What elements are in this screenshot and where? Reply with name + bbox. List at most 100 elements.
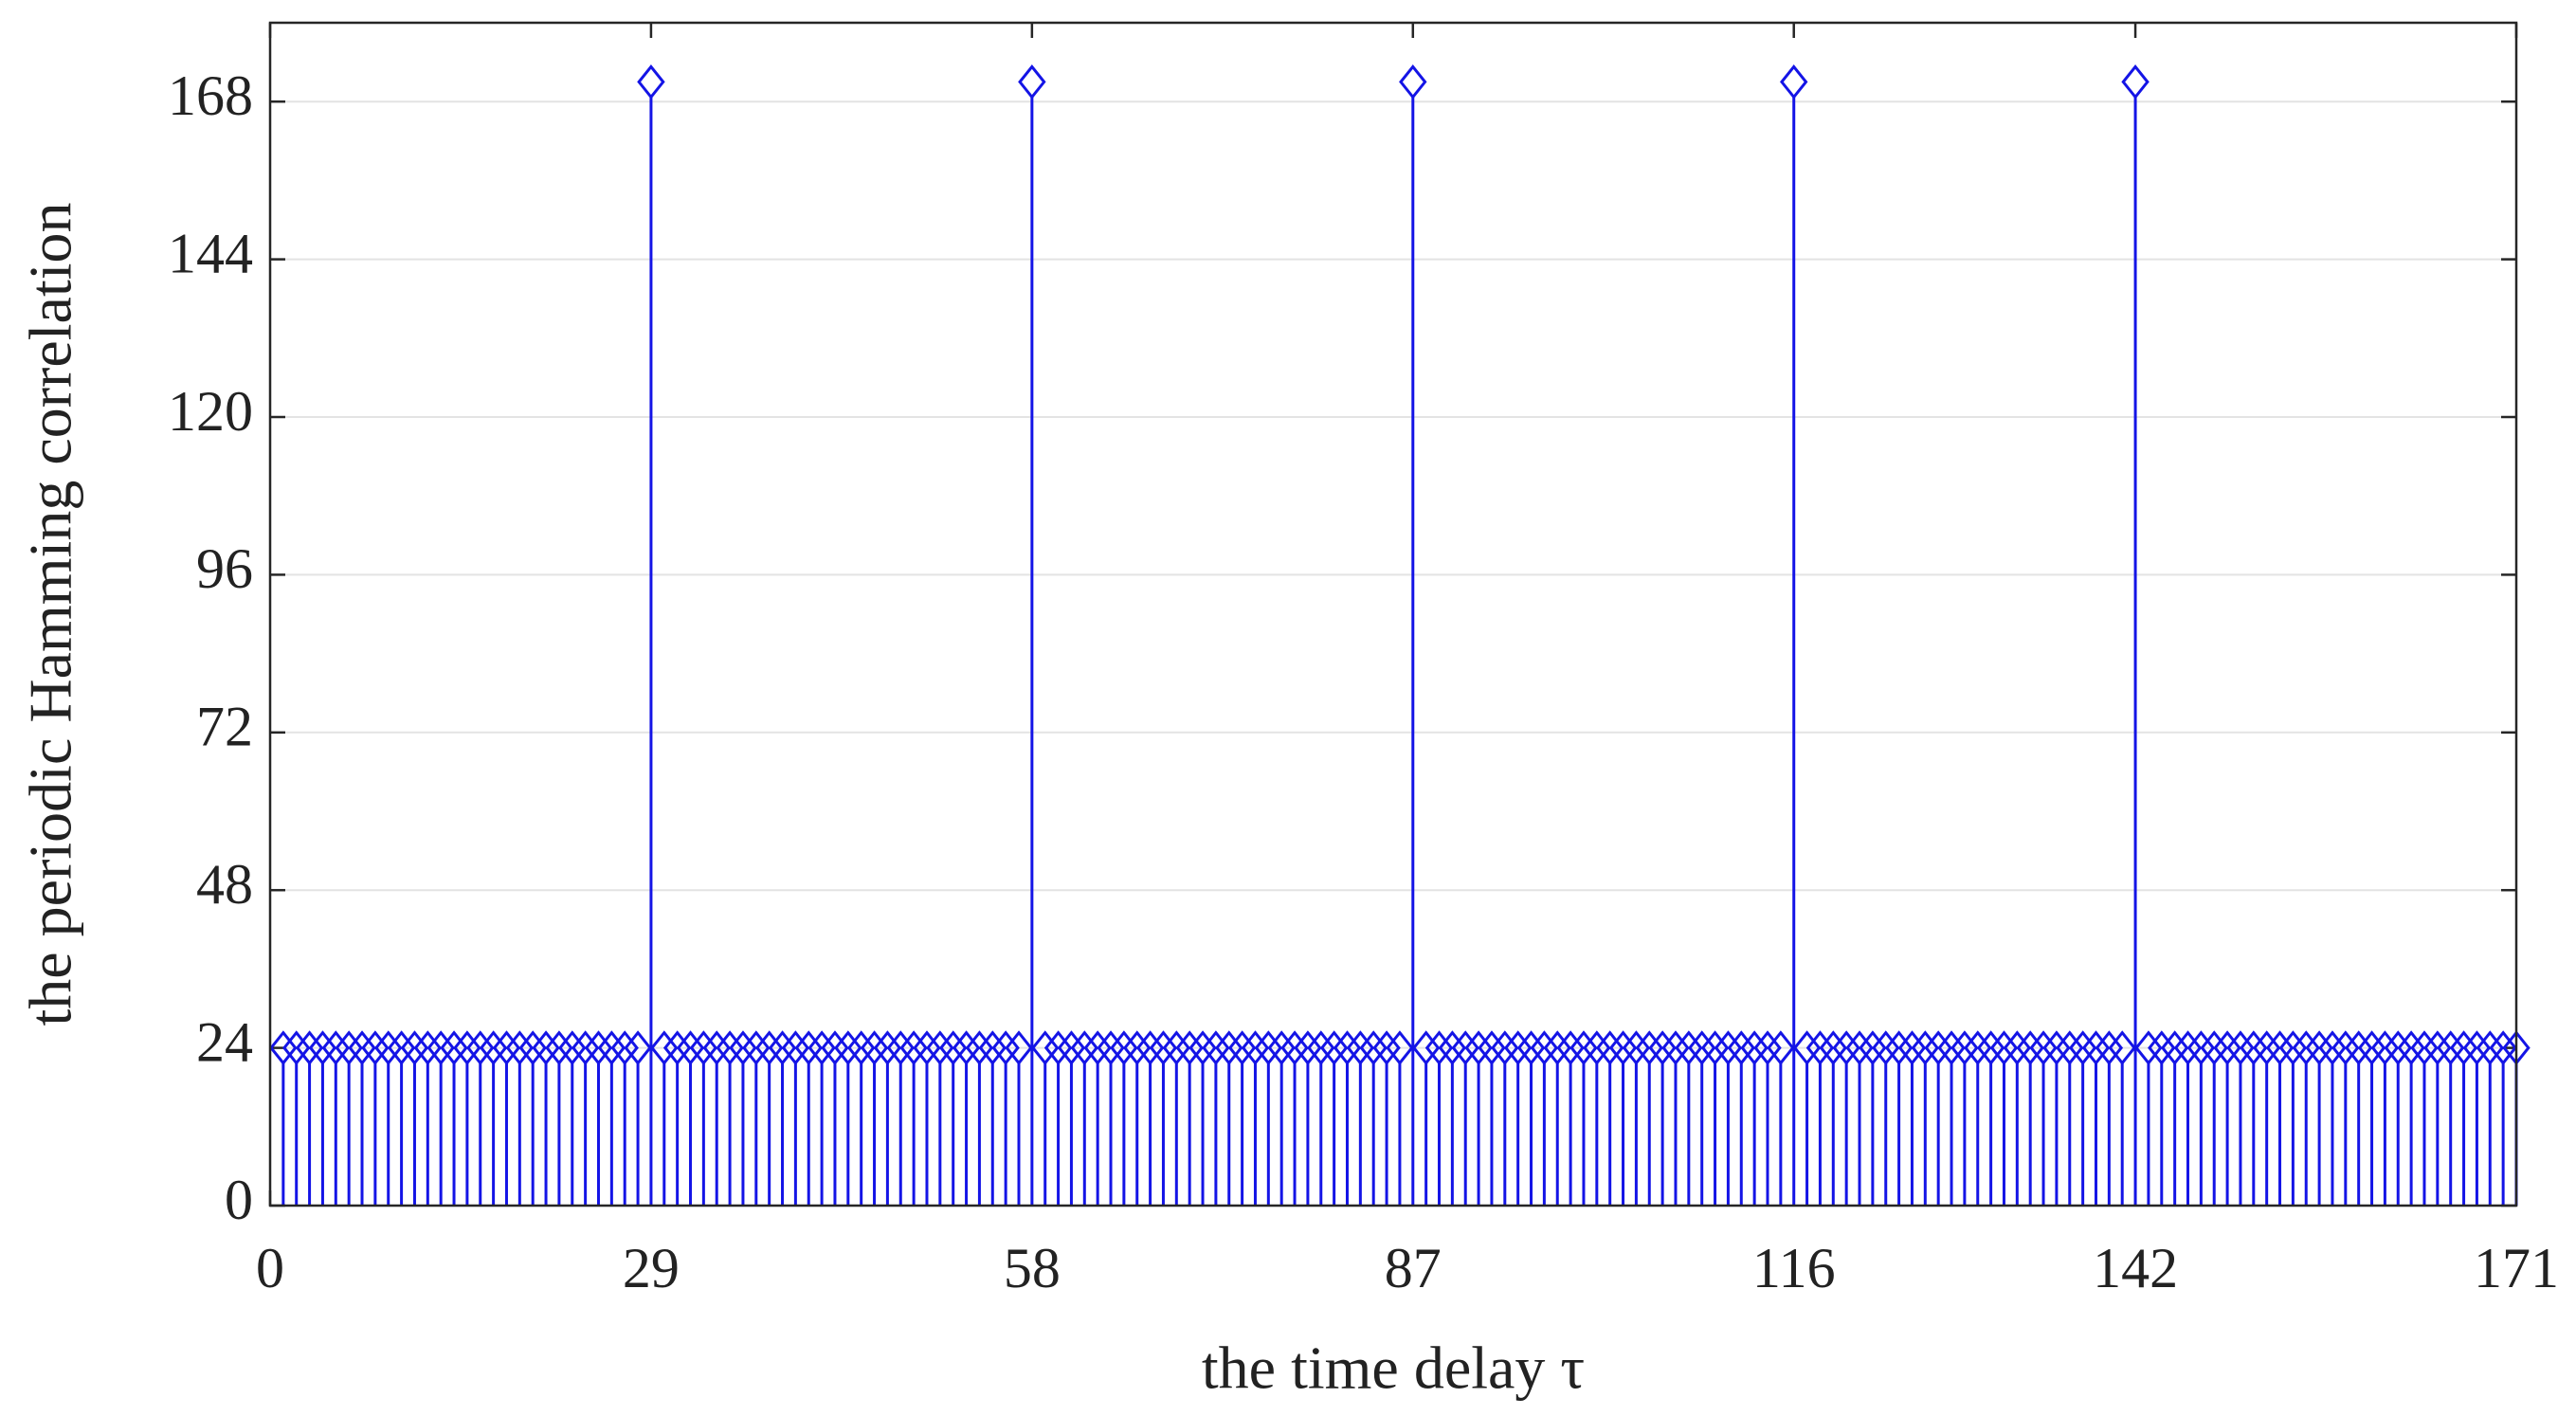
stem-marker xyxy=(991,1030,1020,1066)
stem-marker xyxy=(2305,1030,2333,1066)
stem-marker xyxy=(2056,1030,2084,1066)
stem-marker xyxy=(1424,1030,1454,1066)
stem-marker xyxy=(1859,1030,1887,1066)
stem-marker xyxy=(2173,1030,2203,1066)
stem-marker xyxy=(479,1030,508,1066)
stem-marker xyxy=(650,1030,679,1066)
stem-marker xyxy=(1845,1030,1874,1066)
stem-marker xyxy=(1030,1030,1060,1066)
stem-marker xyxy=(1727,1030,1756,1066)
stem-marker xyxy=(492,1030,521,1066)
stem-marker xyxy=(2148,1030,2176,1066)
stem-marker xyxy=(2449,1030,2478,1066)
x-tick-label: 171 xyxy=(2474,1237,2559,1299)
stem-marker xyxy=(1753,1030,1782,1066)
stem-marker xyxy=(2423,1030,2452,1066)
stem-marker xyxy=(295,1030,324,1066)
stem-marker xyxy=(1110,1030,1138,1066)
y-axis-label: the periodic Hamming correlation xyxy=(17,202,84,1026)
y-tick-label: 144 xyxy=(168,222,253,284)
x-tick-label: 87 xyxy=(1385,1237,1442,1299)
stem-marker xyxy=(1897,1030,1927,1066)
stem-marker xyxy=(532,1030,560,1066)
stem-marker xyxy=(2292,1030,2320,1066)
stem-marker xyxy=(1740,1030,1769,1066)
stem-marker xyxy=(2331,1030,2360,1066)
stem-marker xyxy=(1372,1030,1401,1066)
stem-marker xyxy=(860,1030,889,1066)
y-tick-label: 0 xyxy=(225,1169,253,1231)
x-tick-label: 116 xyxy=(1752,1237,1836,1299)
stem-marker xyxy=(2134,1030,2163,1066)
stem-marker xyxy=(1635,1030,1663,1066)
stem-marker xyxy=(2278,1030,2308,1066)
stem-marker xyxy=(1227,1030,1257,1066)
stem-marker xyxy=(1188,1030,1217,1066)
stem-marker xyxy=(1687,1030,1716,1066)
stem-marker xyxy=(1451,1030,1479,1066)
stem-marker xyxy=(624,1030,652,1066)
stem-marker xyxy=(2095,1030,2124,1066)
stem-marker xyxy=(2160,1030,2189,1066)
stem-marker xyxy=(2489,1030,2517,1066)
y-tick-label: 48 xyxy=(196,853,253,916)
stem-marker xyxy=(821,1030,849,1066)
stem-marker xyxy=(426,1030,455,1066)
stem-marker xyxy=(1386,1030,1414,1066)
stem-marker xyxy=(1018,64,1046,100)
stem-marker xyxy=(1359,1030,1388,1066)
stem-marker xyxy=(913,1030,941,1066)
stem-marker xyxy=(742,1030,771,1066)
stem-marker xyxy=(1175,1030,1204,1066)
stem-marker xyxy=(729,1030,757,1066)
stem-marker xyxy=(1872,1030,1900,1066)
stem-marker xyxy=(846,1030,876,1066)
stem-marker xyxy=(873,1030,902,1066)
stem-marker xyxy=(400,1030,429,1066)
stem-marker xyxy=(1503,1030,1533,1066)
stem-marker xyxy=(689,1030,718,1066)
stem-marker xyxy=(886,1030,915,1066)
stem-marker xyxy=(348,1030,376,1066)
stem-marker xyxy=(2213,1030,2241,1066)
y-tick-label: 168 xyxy=(168,64,253,127)
stem-marker xyxy=(2068,1030,2097,1066)
stem-marker xyxy=(1464,1030,1493,1066)
x-tick-label: 29 xyxy=(623,1237,680,1299)
stem-marker xyxy=(1202,1030,1230,1066)
stem-marker xyxy=(1595,1030,1624,1066)
stem-marker xyxy=(1543,1030,1571,1066)
x-axis-label: the time delay τ xyxy=(1202,1334,1585,1402)
y-tick-label: 24 xyxy=(196,1010,253,1073)
stem-marker xyxy=(2397,1030,2425,1066)
stem-marker xyxy=(1346,1030,1375,1066)
stem-marker xyxy=(1779,64,1808,100)
stem-marker xyxy=(2121,64,2150,100)
stem-marker xyxy=(2081,1030,2111,1066)
stem-marker xyxy=(1333,1030,1362,1066)
stem-marker xyxy=(1805,1030,1835,1066)
stem-marker xyxy=(2226,1030,2255,1066)
stem-marker xyxy=(952,1030,981,1066)
stem-marker xyxy=(676,1030,705,1066)
stem-marker xyxy=(2462,1030,2492,1066)
x-tick-label: 142 xyxy=(2093,1237,2178,1299)
stem-marker xyxy=(1491,1030,1519,1066)
stem-marker xyxy=(1569,1030,1598,1066)
stem-marker xyxy=(1911,1030,1940,1066)
stem-marker xyxy=(1294,1030,1322,1066)
stem-marker xyxy=(440,1030,468,1066)
stem-marker xyxy=(505,1030,535,1066)
stem-marker xyxy=(413,1030,443,1066)
stem-marker xyxy=(1083,1030,1112,1066)
stem-marker xyxy=(1267,1030,1296,1066)
stem-marker xyxy=(1556,1030,1585,1066)
stem-marker xyxy=(702,1030,731,1066)
stem-marker xyxy=(978,1030,1007,1066)
stem-marker xyxy=(2384,1030,2412,1066)
stem-marker xyxy=(1097,1030,1125,1066)
stem-marker xyxy=(597,1030,626,1066)
stem-marker xyxy=(1241,1030,1270,1066)
stem-marker xyxy=(2240,1030,2268,1066)
